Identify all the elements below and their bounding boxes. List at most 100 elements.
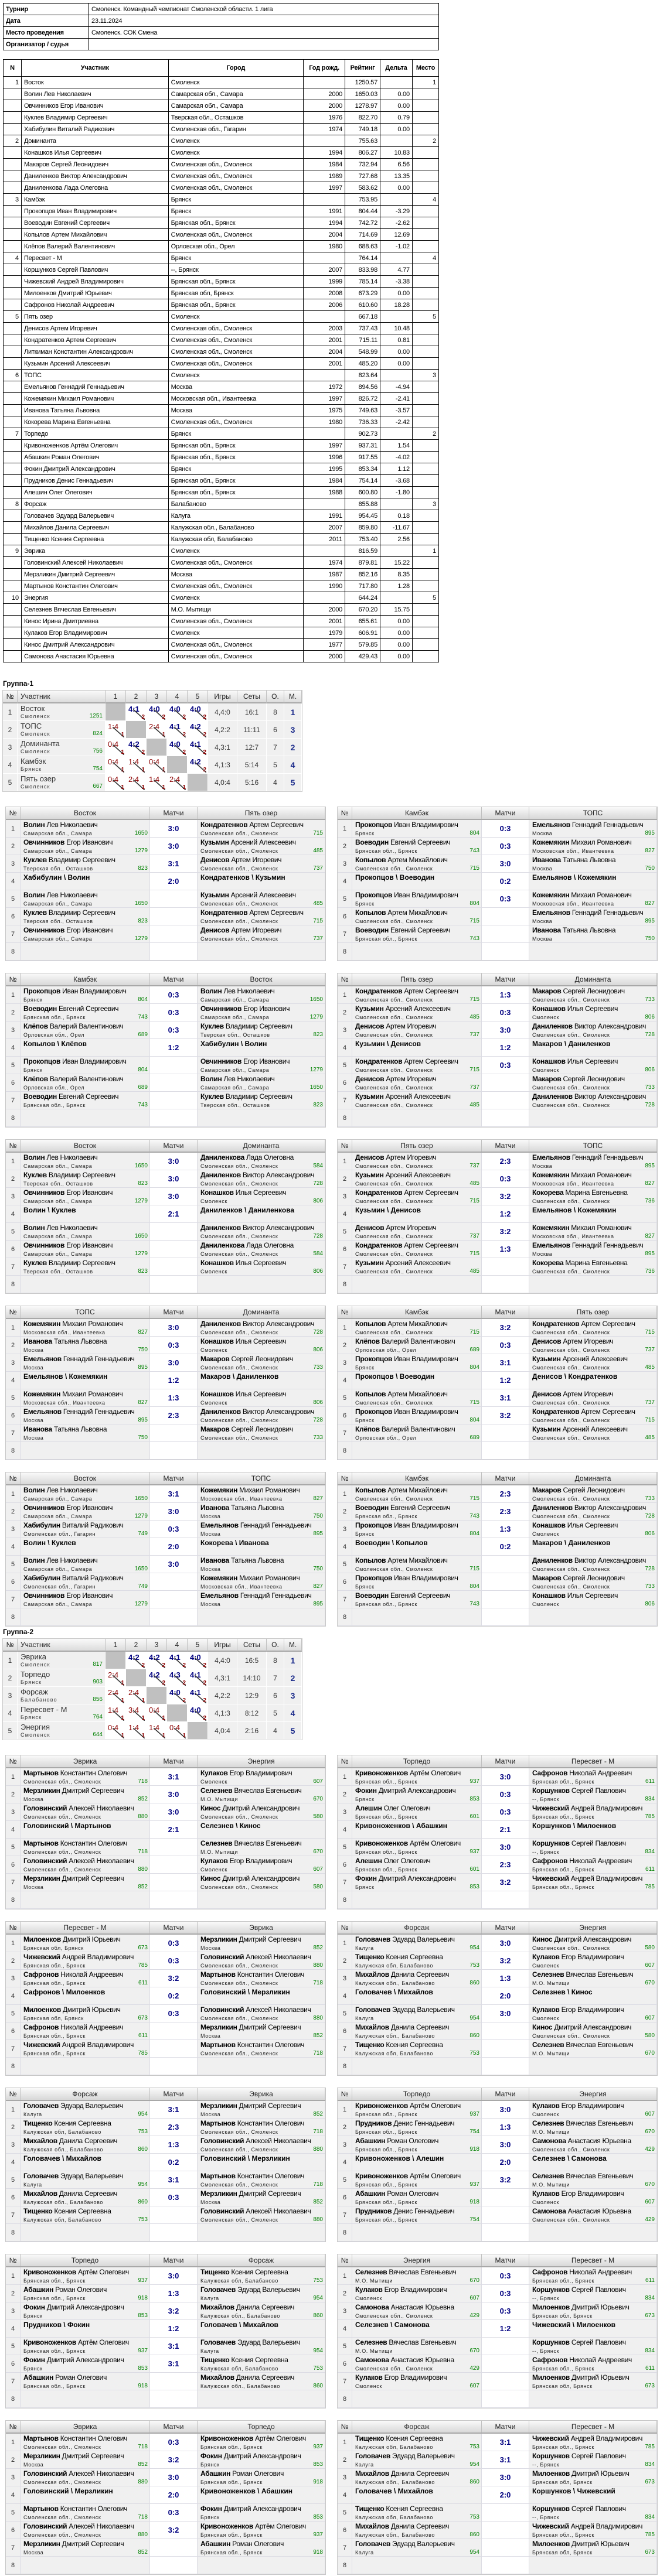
player-name[interactable]: Емельянов Геннадий Геннадьевич <box>23 1355 135 1363</box>
player-name[interactable]: Овчинников Егор Иванович <box>23 1591 113 1600</box>
left-player[interactable]: Сафронов Николай Андреевич Брянская обл.,… <box>21 1970 150 1987</box>
player-name[interactable]: Макаров Сергей Леонидович <box>532 1486 625 1494</box>
right-player[interactable]: Самонова Анастасия Юрьевна Смоленская обл… <box>529 2136 657 2153</box>
player-name[interactable]: Селезнев Вячеслав Евгеньевич <box>200 1786 302 1795</box>
player-name[interactable]: Кожемякин Михаил Романович <box>532 1171 632 1179</box>
player-name[interactable]: Головачев Эдуард Валерьевич <box>200 2285 300 2294</box>
left-player[interactable]: Воеводин \ Копылов <box>352 1538 482 1555</box>
player-name[interactable]: Овчинников Егор Иванович <box>200 1005 290 1013</box>
left-player[interactable] <box>352 1276 482 1293</box>
left-player[interactable]: Прудников \ Фокин <box>21 2320 150 2337</box>
player-name[interactable]: Мерзликин Дмитрий Сергеевич <box>200 2102 301 2110</box>
player-name[interactable]: Кулаков Егор Владимирович <box>532 1953 624 1961</box>
team-name[interactable]: Энергия <box>21 1723 50 1731</box>
player-name[interactable]: Даниленкова Лада Олеговна <box>200 1153 294 1161</box>
player-name[interactable]: Тищенко Ксения Сергеевна <box>355 2434 443 2442</box>
right-player[interactable]: Мартынов Константин Олегович Смоленская о… <box>198 2119 325 2136</box>
player-name[interactable]: Иванова Татьяна Львовна <box>200 1556 284 1564</box>
player-name[interactable]: Сафронов Николай Андреевич <box>23 1970 123 1979</box>
right-player[interactable]: Макаров Сергей Леонидович Смоленская обл.… <box>529 1573 657 1590</box>
player-name[interactable]: Макаров Сергей Леонидович <box>200 1355 293 1363</box>
player-name[interactable]: Денисов Артем Игоревич <box>200 856 282 864</box>
left-player[interactable]: Чижевский Андрей Владимирович Брянская об… <box>21 1952 150 1969</box>
player-name[interactable]: Михайлов Данила Сергеевич <box>200 2373 294 2382</box>
left-player[interactable] <box>21 943 150 960</box>
right-player[interactable]: Конашков Илья Сергеевич Смоленск 806 <box>529 1521 657 1538</box>
player-name[interactable]: Кондратенков Артем Сергеевич <box>355 1188 458 1197</box>
player-name[interactable]: Головинский Алексей Николаевич <box>23 2469 134 2478</box>
right-player[interactable]: Милоенков Дмитрий Юрьевич Брянская обл, Б… <box>529 2469 657 2486</box>
player-name[interactable]: Мерзликин Дмитрий Сергеевич <box>23 1786 124 1795</box>
left-player[interactable]: Кузьмин Арсений Алексеевич Смоленская обл… <box>352 1170 482 1187</box>
player-name[interactable]: Иванова Татьяна Львовна <box>200 1504 284 1512</box>
right-player[interactable]: Кинос Дмитрий Александрович Смоленская об… <box>198 1874 325 1891</box>
right-player[interactable]: Селезнев \ Кинос <box>198 1821 325 1838</box>
left-player[interactable]: Фокин Дмитрий Александрович Брянск 853 <box>352 1874 482 1891</box>
left-player[interactable] <box>21 1109 150 1126</box>
left-player[interactable]: Воеводин Евгений Сергеевич Брянская обл.,… <box>21 1004 150 1021</box>
player-name[interactable]: Головачев Эдуард Валерьевич <box>23 2172 123 2180</box>
right-player[interactable]: Сафронов Николай Андреевич Брянская обл.,… <box>529 1768 657 1785</box>
team-cell[interactable]: Энергия Смоленск 644 <box>18 1722 106 1740</box>
team-cell[interactable]: Пять озер Смоленск 667 <box>18 774 106 791</box>
right-player[interactable]: Денисов Артем Игоревич Смоленская обл., С… <box>198 925 325 942</box>
left-player[interactable]: Емельянов \ Кожемякин <box>21 1372 150 1389</box>
result-cell[interactable]: 4:02 <box>147 703 167 721</box>
right-player[interactable]: Селезнев Вячеслав Евгеньевич М.О. Мытищи 6… <box>198 1839 325 1856</box>
player-name[interactable]: Самонова Анастасия Юрьевна <box>355 2356 454 2364</box>
right-player[interactable]: Емельянов \ Кожемякин <box>529 873 657 890</box>
team-cell[interactable]: Пересвет - М Брянск 764 <box>18 1704 106 1722</box>
right-player[interactable]: Мартынов Константин Олегович Смоленская о… <box>198 2171 325 2188</box>
right-player[interactable]: Кондратенков Артем Сергеевич Смоленская о… <box>529 1407 657 1424</box>
player-name[interactable]: Кокорева Марина Евгеньевна <box>532 1259 628 1267</box>
player-name[interactable]: Коршунков Сергей Павлович <box>532 2452 626 2460</box>
player-name[interactable]: Хабибулин Виталий Радикович <box>23 1521 124 1529</box>
player-name[interactable]: Емельянов Геннадий Геннадьевич <box>532 908 644 917</box>
left-player[interactable]: Емельянов Геннадий Геннадьевич Москва 895 <box>21 1407 150 1424</box>
player-name[interactable]: Даниленков Виктор Александрович <box>532 1556 646 1564</box>
left-player[interactable]: Михайлов Данила Сергеевич Калужская обл.,… <box>21 2136 150 2153</box>
right-player[interactable]: Чижевский Андрей Владимирович Брянская об… <box>529 1803 657 1820</box>
player-name[interactable]: Куклев Владимир Сергеевич <box>23 908 115 917</box>
left-player[interactable]: Прудников Денис Геннадьевич Брянская обл.… <box>352 2119 482 2136</box>
player-name[interactable]: Кривоноженков Артём Олегович <box>200 2522 306 2530</box>
player-name[interactable]: Фокин Дмитрий Александрович <box>200 2452 301 2460</box>
left-player[interactable]: Головачев \ Михайлов <box>352 1987 482 2004</box>
left-player[interactable] <box>21 2557 150 2574</box>
left-player[interactable]: Овчинников Егор Иванович Самарская обл., … <box>21 838 150 855</box>
player-name[interactable]: Головачев Эдуард Валерьевич <box>355 1935 455 1943</box>
left-player[interactable]: Волин Лев Николаевич Самарская обл., Сама… <box>21 1556 150 1573</box>
player-name[interactable]: Кондратенков Артем Сергеевич <box>355 1241 458 1249</box>
player-name[interactable]: Сафронов Николай Андреевич <box>23 2023 123 2031</box>
player-name[interactable]: Головачев Эдуард Валерьевич <box>23 2102 123 2110</box>
player-name[interactable]: Емельянов Геннадий Геннадьевич <box>532 1241 644 1249</box>
player-name[interactable]: Чижевский Андрей Владимирович <box>532 2522 642 2530</box>
right-player[interactable]: Кинос Дмитрий Александрович Смоленская об… <box>198 1803 325 1820</box>
left-player[interactable]: Хабибулин \ Волин <box>21 873 150 890</box>
player-name[interactable]: Головинский Алексей Николаевич <box>200 2137 311 2145</box>
left-player[interactable]: Кондратенков Артем Сергеевич Смоленская о… <box>352 986 482 1003</box>
player-name[interactable]: Кондратенков Артем Сергеевич <box>532 1320 635 1328</box>
player-name[interactable]: Тищенко Ксения Сергеевна <box>355 2041 443 2049</box>
left-player[interactable]: Селезнев \ Самонова <box>352 2320 482 2337</box>
left-player[interactable]: Головинский \ Мерзликин <box>21 2486 150 2503</box>
right-player[interactable]: Макаров Сергей Леонидович Смоленская обл.… <box>529 1074 657 1091</box>
right-player[interactable]: Кожемякин Михаил Романович Московская обл… <box>198 1485 325 1502</box>
player-name[interactable]: Воеводин Евгений Сергеевич <box>355 838 451 846</box>
player-name[interactable]: Хабибулин Виталий Радикович <box>23 1574 124 1582</box>
player-name[interactable]: Селезнев Вячеслав Евгеньевич <box>532 2119 634 2127</box>
result-cell[interactable]: 4:12 <box>126 703 147 721</box>
player-name[interactable]: Абашкин Роман Олегович <box>355 2137 438 2145</box>
left-player[interactable]: Волин Лев Николаевич Самарская обл., Сама… <box>21 1485 150 1502</box>
player-name[interactable]: Тищенко Ксения Сергеевна <box>23 2207 111 2215</box>
left-player[interactable]: Тищенко Ксения Сергеевна Калужская обл, Б… <box>352 2434 482 2451</box>
left-player[interactable]: Клёпов Валерий Валентинович Орловская обл… <box>352 1424 482 1441</box>
left-player[interactable]: Алешин Олег Олегович Брянская обл., Брянс… <box>352 1856 482 1873</box>
player-name[interactable]: Коршунков Сергей Павлович <box>532 2285 626 2294</box>
player-name[interactable]: Волин Лев Николаевич <box>23 1153 98 1161</box>
player-name[interactable]: Кулаков Егор Владимирович <box>532 2189 624 2198</box>
result-cell[interactable]: 4:02 <box>188 703 208 721</box>
right-player[interactable]: Кривоноженков Артём Олегович Брянская обл… <box>198 2522 325 2539</box>
left-player[interactable]: Денисов Артем Игоревич Смоленская обл., С… <box>352 1074 482 1091</box>
right-player[interactable]: Кривоноженков \ Абашкин <box>198 2486 325 2503</box>
